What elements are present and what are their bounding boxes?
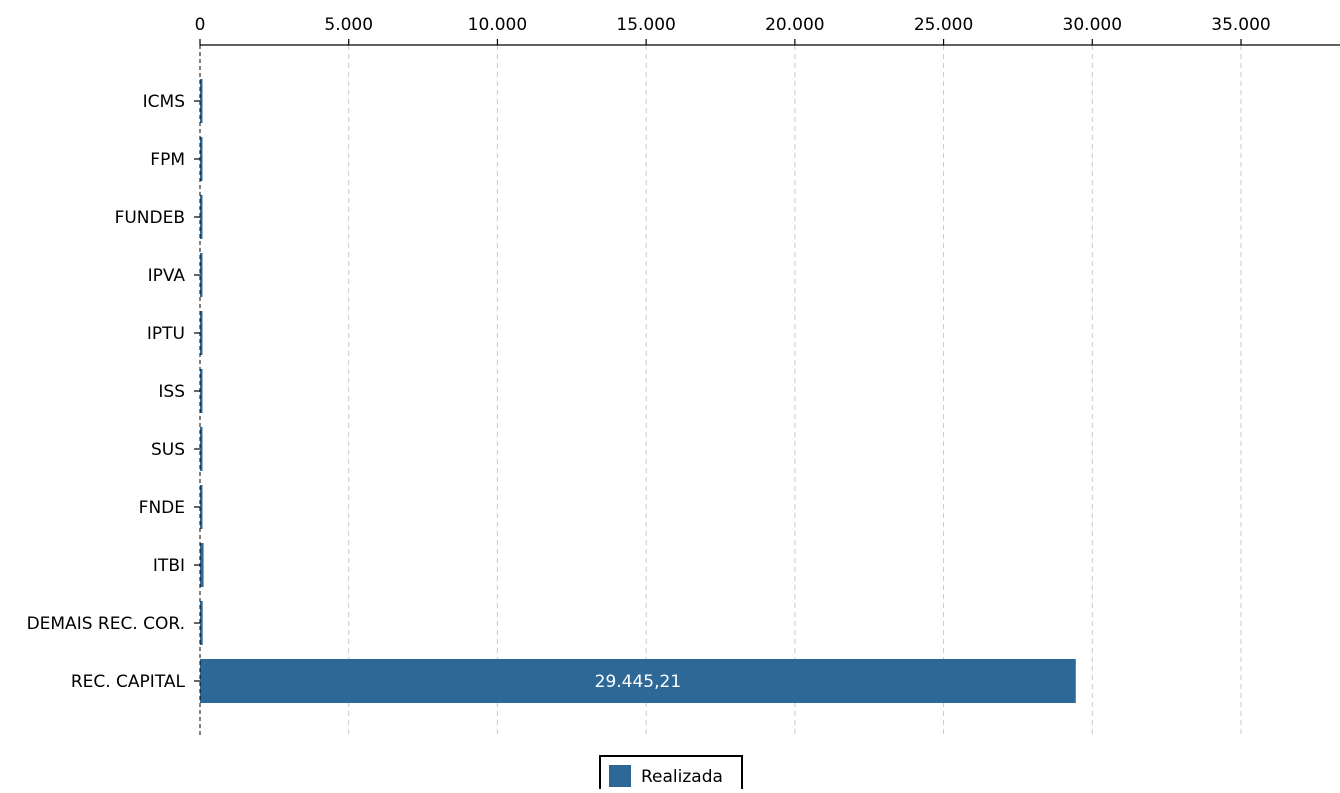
x-tick-label-6: 30.000 [1063, 15, 1122, 35]
x-tick-label-4: 20.000 [765, 15, 824, 35]
bars [200, 79, 1076, 703]
x-tick-label-7: 35.000 [1211, 15, 1270, 35]
category-label-9: DEMAIS REC. COR. [27, 614, 185, 634]
category-label-6: SUS [151, 440, 185, 460]
x-tick-label-5: 25.000 [914, 15, 973, 35]
category-label-0: ICMS [143, 92, 185, 112]
axes: 0 5.000 10.000 15.000 20.000 25.000 30.000 35.0… [27, 15, 1340, 737]
category-label-8: ITBI [153, 556, 185, 576]
data-label-0: 29.445,21 [595, 672, 682, 692]
x-tick-label-3: 15.000 [616, 15, 675, 35]
legend-swatch-realizada [609, 765, 631, 787]
category-label-1: FPM [150, 150, 185, 170]
x-tick-label-2: 10.000 [468, 15, 527, 35]
category-label-7: FNDE [139, 498, 185, 518]
category-label-3: IPVA [148, 266, 186, 286]
grid-lines [349, 45, 1241, 737]
category-label-2: FUNDEB [115, 208, 185, 228]
category-label-4: IPTU [147, 324, 185, 344]
x-tick-label-0: 0 [195, 15, 206, 35]
category-label-10: REC. CAPITAL [71, 672, 186, 692]
legend-label-realizada: Realizada [641, 767, 723, 787]
legend: Realizada [600, 756, 742, 789]
data-labels: 29.445,21 [595, 672, 682, 692]
bar-8 [200, 543, 204, 587]
category-label-5: ISS [158, 382, 185, 402]
x-tick-label-1: 5.000 [324, 15, 373, 35]
